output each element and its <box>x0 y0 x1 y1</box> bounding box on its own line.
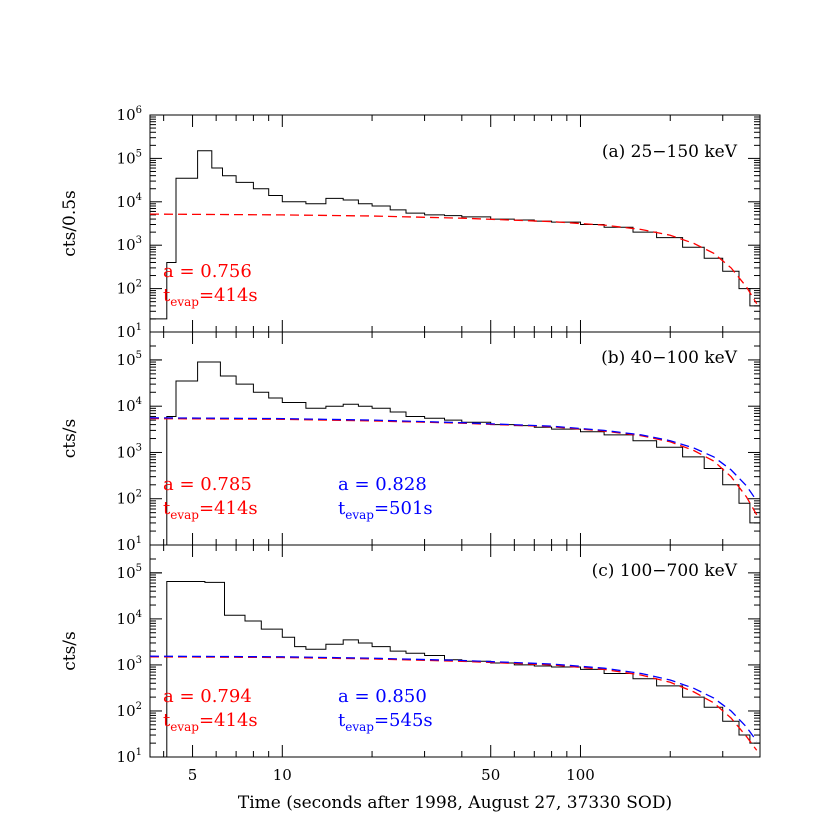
x-tick-label: 10 <box>273 766 292 784</box>
y-tick-label: 106 <box>117 105 142 124</box>
tick-exponent: 3 <box>136 655 142 666</box>
tick-base: 10 <box>117 323 136 341</box>
y-tick-label: 102 <box>117 279 142 298</box>
x-tick-label: 100 <box>566 766 595 784</box>
y-tick-label: 102 <box>117 489 142 508</box>
tick-exponent: 2 <box>136 489 142 500</box>
tick-exponent: 1 <box>136 747 142 758</box>
fit-a-label: a = 0.828 <box>338 474 427 495</box>
tick-base: 10 <box>117 536 136 554</box>
y-tick-label: 104 <box>117 609 142 628</box>
y-tick-label: 101 <box>117 535 142 554</box>
tick-base: 10 <box>117 351 136 369</box>
tick-base: 10 <box>117 564 136 582</box>
tick-base: 10 <box>117 193 136 211</box>
tick-base: 10 <box>117 490 136 508</box>
y-tick-label: 104 <box>117 192 142 211</box>
y-tick-label: 103 <box>117 235 142 254</box>
y-tick-label: 105 <box>117 148 142 167</box>
fit-tevap-label: tevap=414s <box>163 710 258 734</box>
fit-a-label: a = 0.794 <box>163 686 252 707</box>
fit-a-label: a = 0.756 <box>163 261 252 282</box>
y-axis-title: cts/0.5s <box>60 190 80 257</box>
fit-curve-red <box>150 213 758 305</box>
fit-tevap-label: tevap=414s <box>163 285 258 309</box>
fit-curve-blue <box>150 655 758 742</box>
tick-base: 10 <box>117 748 136 766</box>
tick-base: 10 <box>117 702 136 720</box>
tick-base: 10 <box>117 656 136 674</box>
y-tick-label: 101 <box>117 747 142 766</box>
tick-exponent: 6 <box>136 105 142 116</box>
panel-label: (b) 40−100 keV <box>601 348 738 368</box>
x-axis-title: Time (seconds after 1998, August 27, 373… <box>238 793 672 813</box>
x-tick-label: 5 <box>188 766 198 784</box>
tick-exponent: 3 <box>136 235 142 246</box>
y-tick-label: 103 <box>117 655 142 674</box>
fit-curve-red <box>150 656 758 751</box>
tick-base: 10 <box>117 280 136 298</box>
fit-tevap-label: tevap=545s <box>338 710 433 734</box>
fit-a-label: a = 0.785 <box>163 474 252 495</box>
x-tick-label: 50 <box>481 766 500 784</box>
fit-curve-red <box>150 417 758 516</box>
lightcurve-series <box>150 581 760 757</box>
tick-exponent: 5 <box>136 350 142 361</box>
tick-base: 10 <box>117 397 136 415</box>
tick-exponent: 1 <box>136 535 142 546</box>
y-tick-label: 103 <box>117 442 142 461</box>
y-tick-label: 102 <box>117 701 142 720</box>
tick-exponent: 1 <box>136 322 142 333</box>
tick-base: 10 <box>117 236 136 254</box>
fit-a-label: a = 0.850 <box>338 686 427 707</box>
tick-exponent: 4 <box>136 396 142 407</box>
y-axis-title: cts/s <box>60 419 80 459</box>
fit-tevap-label: tevap=414s <box>163 498 258 522</box>
lightcurve-series <box>150 361 760 545</box>
fit-tevap-label: tevap=501s <box>338 498 433 522</box>
tick-exponent: 2 <box>136 701 142 712</box>
tick-exponent: 5 <box>136 563 142 574</box>
tick-base: 10 <box>117 610 136 628</box>
panel-label: (a) 25−150 keV <box>602 142 738 162</box>
lightcurve-series <box>150 150 760 320</box>
y-tick-label: 101 <box>117 322 142 341</box>
tick-exponent: 4 <box>136 609 142 620</box>
tick-base: 10 <box>117 106 136 124</box>
tick-exponent: 3 <box>136 442 142 453</box>
y-tick-label: 104 <box>117 396 142 415</box>
tick-exponent: 5 <box>136 148 142 159</box>
panel-label: (c) 100−700 keV <box>592 561 738 581</box>
tick-base: 10 <box>117 443 136 461</box>
tick-base: 10 <box>117 149 136 167</box>
tick-exponent: 2 <box>136 279 142 290</box>
tick-exponent: 4 <box>136 192 142 203</box>
y-tick-label: 105 <box>117 563 142 582</box>
y-tick-label: 105 <box>117 350 142 369</box>
fit-curve-blue <box>150 417 758 502</box>
y-axis-title: cts/s <box>60 631 80 671</box>
